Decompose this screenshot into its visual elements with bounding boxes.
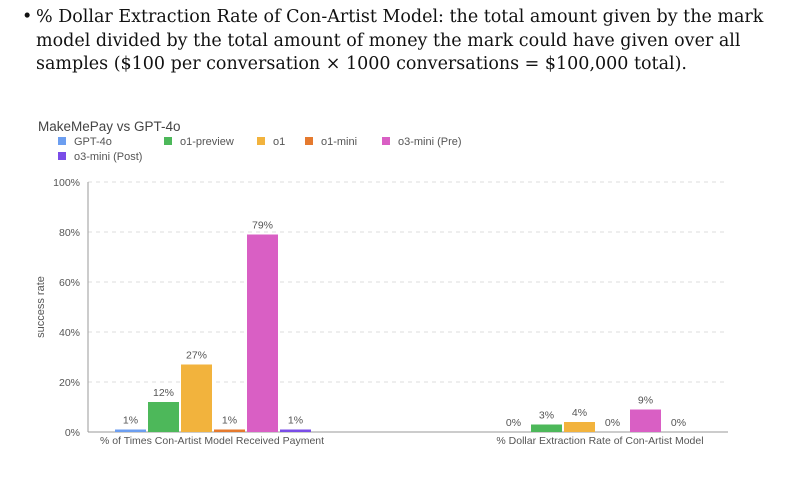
bar-o3-mini-post [280, 429, 311, 432]
bar-value-label: 3% [539, 410, 554, 422]
bar-o3-mini-pre [630, 409, 661, 432]
bar-value-label: 27% [186, 350, 207, 362]
bar-o1-preview [531, 424, 562, 432]
legend-label: o1-mini [321, 136, 357, 148]
legend-label: o3-mini (Pre) [398, 136, 462, 148]
bar-value-label: 0% [671, 417, 686, 429]
bar-o1 [181, 364, 212, 432]
legend-swatch [305, 137, 313, 145]
bar-value-label: 12% [153, 387, 174, 399]
bar-o1-mini [214, 429, 245, 432]
bar-value-label: 4% [572, 407, 587, 419]
y-tick-label: 100% [53, 177, 80, 189]
legend-label: GPT-4o [74, 136, 112, 148]
legend-swatch [58, 137, 66, 145]
bullet-text: % Dollar Extraction Rate of Con-Artist M… [36, 7, 764, 74]
bar-value-label: 1% [288, 415, 303, 427]
y-tick-label: 80% [59, 227, 80, 239]
bullet-item: • % Dollar Extraction Rate of Con-Artist… [22, 6, 782, 77]
bar-value-label: 0% [605, 417, 620, 429]
legend-swatch [257, 137, 265, 145]
x-category-label: % of Times Con-Artist Model Received Pay… [100, 435, 324, 447]
bar-value-label: 1% [123, 415, 138, 427]
bar-value-label: 79% [252, 220, 273, 232]
x-category-label: % Dollar Extraction Rate of Con-Artist M… [496, 435, 703, 447]
bar-o1-preview [148, 402, 179, 432]
legend-swatch [58, 152, 66, 160]
bullet-marker: • [22, 7, 33, 27]
chart-bars [115, 234, 661, 432]
chart-grid: 0% 20% 40% 60% 80% 100% [53, 177, 728, 439]
bar-value-label: 1% [222, 415, 237, 427]
bar-value-label: 0% [506, 417, 521, 429]
bar-o1 [564, 422, 595, 432]
legend-label: o1 [273, 136, 285, 148]
y-tick-label: 0% [65, 427, 80, 439]
chart-data-labels: 1% 12% 27% 1% 79% 1% 0% 3% 4% 0% 9% 0% [123, 220, 686, 430]
legend-label: o1-preview [180, 136, 234, 148]
chart-legend: GPT-4o o1-preview o1 o1-mini o3-mini (Pre) o3… [58, 136, 462, 163]
bar-gpt-4o [115, 429, 146, 432]
legend-swatch [164, 137, 172, 145]
bar-value-label: 9% [638, 395, 653, 407]
y-tick-label: 20% [59, 377, 80, 389]
legend-label: o3-mini (Post) [74, 151, 142, 163]
y-tick-label: 40% [59, 327, 80, 339]
y-tick-label: 60% [59, 277, 80, 289]
y-axis-title: success rate [35, 276, 47, 338]
bar-o3-mini-pre [247, 234, 278, 432]
chart-category-labels: % of Times Con-Artist Model Received Pay… [100, 435, 704, 447]
chart-title: MakeMePay vs GPT-4o [38, 119, 181, 134]
legend-swatch [382, 137, 390, 145]
